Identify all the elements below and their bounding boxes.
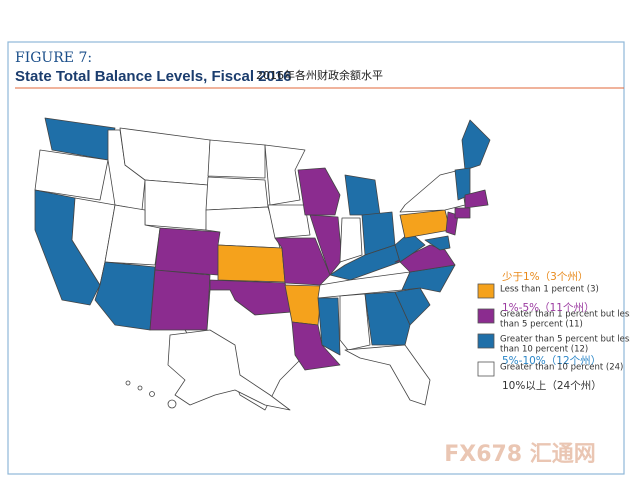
legend-swatch bbox=[477, 308, 495, 324]
legend-label: Greater than 1 percent but less bbox=[500, 310, 630, 320]
legend-label: Greater than 5 percent but less bbox=[500, 335, 630, 345]
legend-label: than 10 percent (12) bbox=[500, 345, 588, 355]
title: State Total Balance Levels, Fiscal 2016 bbox=[15, 68, 292, 85]
legend-swatch bbox=[477, 333, 495, 349]
figure-label: FIGURE 7: bbox=[15, 50, 92, 66]
legend-label: than 5 percent (11) bbox=[500, 320, 583, 330]
legend-label: Less than 1 percent (3) bbox=[500, 285, 599, 295]
legend-note: 10%以上（24个州） bbox=[502, 380, 602, 392]
watermark: FX678 汇通网 bbox=[444, 442, 596, 467]
us-map bbox=[34, 117, 491, 411]
subtitle: 2016年各州财政余额水平 bbox=[256, 68, 383, 82]
legend-label: Greater than 10 percent (24) bbox=[500, 363, 623, 373]
legend-note: 1%-5%（11个州） bbox=[502, 302, 594, 314]
legend-swatch bbox=[477, 361, 495, 377]
legend: Less than 1 percent (3) 少于1%（3个州） Greater … bbox=[477, 271, 630, 392]
legend-note: 少于1%（3个州） bbox=[502, 271, 588, 283]
legend-note: 5%-10%（12个州） bbox=[502, 355, 601, 367]
frame bbox=[7, 41, 625, 475]
legend-swatch bbox=[477, 283, 495, 299]
